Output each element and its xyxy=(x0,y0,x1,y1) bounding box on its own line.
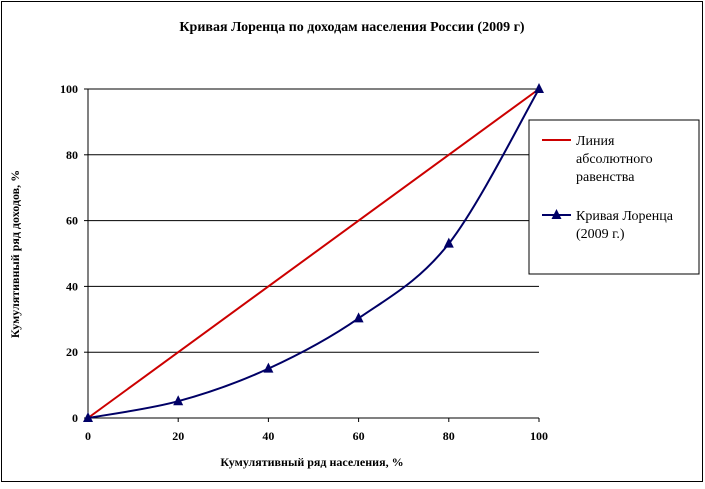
tick-labels: 0 20 40 60 80 100 0 20 40 60 80 100 xyxy=(60,82,548,443)
y-tick-label: 0 xyxy=(72,411,78,425)
legend-box xyxy=(528,119,700,275)
x-tick-label: 60 xyxy=(353,429,365,443)
x-axis-label: Кумулятивный ряд населения, % xyxy=(220,455,403,469)
y-tick-label: 60 xyxy=(66,214,78,228)
data-point-lorenz-60 xyxy=(353,312,364,323)
series-line-equality xyxy=(87,88,540,419)
legend-marker-lorenz xyxy=(551,209,562,219)
legend-label-lorenz-line-1: Кривая Лоренца xyxy=(576,209,674,224)
gridlines xyxy=(88,88,539,353)
y-axis-label: Кумулятивный ряд доходов, % xyxy=(8,170,22,338)
x-tick-label: 100 xyxy=(530,429,548,443)
data-point-lorenz-0 xyxy=(83,412,93,422)
data-point-lorenz-20 xyxy=(173,395,184,406)
y-tick-label: 40 xyxy=(66,279,78,293)
series xyxy=(83,83,544,422)
data-point-lorenz-100 xyxy=(534,83,544,93)
y-tick-label: 100 xyxy=(60,82,78,96)
data-point-lorenz-80 xyxy=(443,237,454,248)
x-tick-label: 0 xyxy=(85,429,91,443)
legend-label-lorenz-line-2: (2009 г.) xyxy=(576,227,625,242)
y-tick-label: 20 xyxy=(66,345,78,359)
legend-label-equality-line-2: абсолютного xyxy=(576,152,653,167)
x-tick-label: 80 xyxy=(443,429,455,443)
x-tick-label: 20 xyxy=(172,429,184,443)
x-tick-label: 40 xyxy=(262,429,274,443)
legend-label-equality-line-1: Линия xyxy=(576,134,615,149)
y-tick-label: 80 xyxy=(66,148,78,162)
axes xyxy=(87,89,539,419)
legend-label-equality-line-3: равенства xyxy=(576,170,635,185)
legend: Линия абсолютного равенства Кривая Лорен… xyxy=(528,119,700,275)
chart-title: Кривая Лоренца по доходам населения Росс… xyxy=(179,20,525,35)
data-point-lorenz-40 xyxy=(263,362,274,373)
